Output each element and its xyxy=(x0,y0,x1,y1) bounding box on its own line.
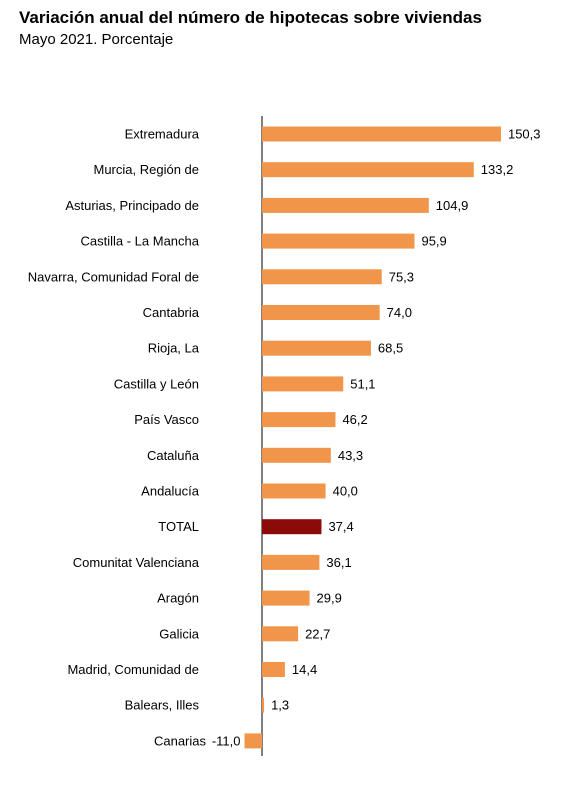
value-label: 51,1 xyxy=(350,376,375,391)
category-label: TOTAL xyxy=(158,519,199,534)
bar-murcia-región-de xyxy=(262,162,474,178)
chart-subtitle: Mayo 2021. Porcentaje xyxy=(19,31,174,48)
category-label: Cantabria xyxy=(143,305,200,320)
bar-aragón xyxy=(262,590,310,606)
value-label: 75,3 xyxy=(389,269,414,284)
value-label: 14,4 xyxy=(292,662,317,677)
value-label: 43,3 xyxy=(338,448,363,463)
bar-andalucía xyxy=(262,483,326,499)
value-label: -11,0 xyxy=(212,733,241,748)
category-label: Asturias, Principado de xyxy=(65,198,199,213)
category-label: Cataluña xyxy=(147,448,200,463)
category-label: Murcia, Región de xyxy=(94,162,200,177)
value-label: 29,9 xyxy=(317,591,342,606)
bar-país-vasco xyxy=(262,412,336,428)
category-label: Castilla - La Mancha xyxy=(81,234,200,249)
value-label: 22,7 xyxy=(305,626,330,641)
bar-rioja-la xyxy=(262,340,371,356)
value-label: 37,4 xyxy=(328,519,353,534)
value-label: 74,0 xyxy=(387,305,412,320)
value-label: 1,3 xyxy=(271,698,289,713)
bar-cantabria xyxy=(262,305,380,320)
bar-castilla-y-león xyxy=(262,376,344,392)
category-label: Andalucía xyxy=(141,484,200,499)
bar-asturias-principado-de xyxy=(262,197,429,213)
value-label: 133,2 xyxy=(481,162,514,177)
bar-cataluña xyxy=(262,447,331,463)
category-label: Balears, Illes xyxy=(125,698,200,713)
bar-total xyxy=(262,519,322,535)
bar-madrid-comunidad-de xyxy=(262,662,285,677)
category-label: Madrid, Comunidad de xyxy=(67,662,199,677)
value-label: 46,2 xyxy=(342,412,367,427)
category-label: Aragón xyxy=(157,591,199,606)
value-label: 40,0 xyxy=(333,484,358,499)
value-label: 150,3 xyxy=(508,127,541,142)
bar-comunitat-valenciana xyxy=(262,554,320,570)
category-label: Navarra, Comunidad Foral de xyxy=(28,269,199,284)
bar-castilla-la-mancha xyxy=(262,233,415,249)
category-label: Comunitat Valenciana xyxy=(73,555,200,570)
chart-title: Variación anual del número de hipotecas … xyxy=(19,8,482,27)
bar-canarias xyxy=(244,733,262,749)
bar-balears-illes xyxy=(262,697,265,713)
category-label: Extremadura xyxy=(125,127,200,142)
category-label: País Vasco xyxy=(134,412,199,427)
bar-extremadura xyxy=(262,126,501,142)
category-label: Canarias xyxy=(154,733,207,748)
category-label: Castilla y León xyxy=(114,376,199,391)
bar-navarra-comunidad-foral-de xyxy=(262,269,382,285)
value-label: 36,1 xyxy=(326,555,351,570)
category-label: Rioja, La xyxy=(148,341,200,356)
category-label: Galicia xyxy=(159,626,200,641)
bar-galicia xyxy=(262,626,299,642)
value-label: 104,9 xyxy=(436,198,469,213)
value-label: 95,9 xyxy=(421,234,446,249)
value-label: 68,5 xyxy=(378,341,403,356)
